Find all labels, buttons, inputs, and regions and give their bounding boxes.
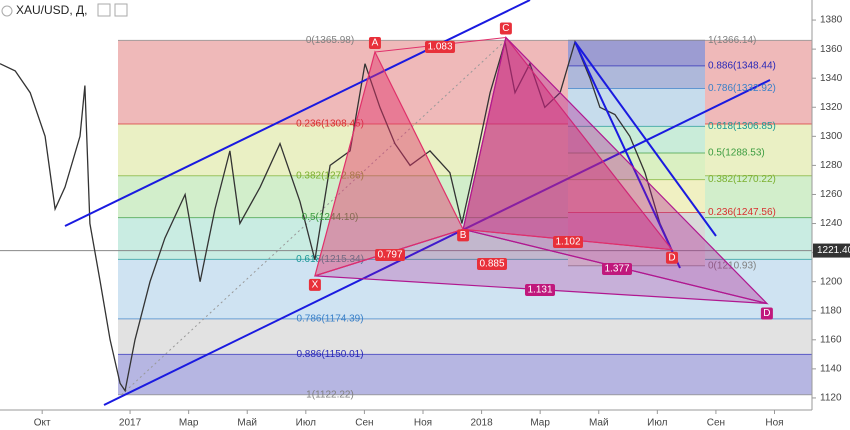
fib-band <box>568 212 705 266</box>
x-tick-label: Окт <box>34 418 51 429</box>
x-tick-label: 2018 <box>470 418 493 429</box>
fib-label: 0.786(1332.92) <box>708 83 776 94</box>
fib-band <box>118 259 812 319</box>
y-tick-label: 1200 <box>820 276 843 287</box>
y-tick-label: 1300 <box>820 131 843 142</box>
fib-label: 0(1365.98) <box>306 35 354 46</box>
fib-label: 0.5(1288.53) <box>708 148 765 159</box>
ratio-label: 1.083 <box>427 42 452 53</box>
fib-label: 0(1210.93) <box>708 260 756 271</box>
fib-label: 0.236(1247.56) <box>708 207 776 218</box>
last-price-label: 1221.40 <box>817 245 850 256</box>
pattern-point-label: D <box>763 308 770 319</box>
x-tick-label: Июл <box>296 418 316 429</box>
channel-line <box>103 79 771 406</box>
overlay: 0(1365.98) 0.236(1308.45) 0.382(1272.86) 0.… <box>296 22 776 400</box>
close-icon[interactable] <box>114 3 128 17</box>
fib-band <box>568 126 705 153</box>
pattern-point-badge <box>457 229 470 242</box>
fib-label: 0.886(1150.01) <box>296 349 363 360</box>
fib-label: 0.886(1348.44) <box>708 61 776 72</box>
x-tick-label: Июл <box>647 418 667 429</box>
x-tick-label: Май <box>237 418 257 429</box>
y-tick-label: 1240 <box>820 218 843 229</box>
fib-band <box>568 40 705 66</box>
ratio-label: 1.377 <box>604 264 629 275</box>
x-tick-label: Мар <box>179 418 199 429</box>
ratio-label: 1.131 <box>527 285 552 296</box>
fib-label: 0.382(1272.86) <box>296 170 364 181</box>
fib-label: 1(1366.14) <box>708 35 756 46</box>
ratio-badge <box>602 263 632 275</box>
pattern-point-badge <box>308 278 321 291</box>
ratio-badge <box>477 258 507 270</box>
pattern-point-label: C <box>502 23 509 34</box>
x-tick-label: Май <box>589 418 609 429</box>
y-tick-label: 1160 <box>820 334 842 345</box>
fib-label: 0.618(1215.34) <box>296 254 364 265</box>
pattern-point-label: D <box>668 252 675 263</box>
channel-line <box>64 0 531 227</box>
ratio-label: 0.797 <box>377 250 402 261</box>
price-line <box>0 39 676 393</box>
ratio-label: 0.885 <box>479 259 504 270</box>
x-tick-label: Сен <box>707 418 725 429</box>
pattern-point-badge <box>368 37 381 50</box>
fib-band <box>568 65 705 89</box>
pattern-point-badge <box>665 251 678 264</box>
fib-label: 0.618(1306.85) <box>708 121 776 132</box>
settings-icon[interactable] <box>97 3 111 17</box>
fib-label: 0.382(1270.22) <box>708 174 776 185</box>
ratio-badge <box>425 41 455 53</box>
y-tick-label: 1340 <box>820 73 843 84</box>
y-tick-label: 1280 <box>820 160 843 171</box>
y-tick-label: 1260 <box>820 189 843 200</box>
y-tick-label: 1120 <box>820 393 842 404</box>
symbol: XAU/USD, Д, <box>16 3 87 17</box>
fib-label: 0.786(1174.39) <box>296 314 363 325</box>
x-tick-label: Ноя <box>765 418 783 429</box>
pattern-point-label: A <box>372 38 379 49</box>
fib-band <box>568 179 705 213</box>
y-tick-label: 1180 <box>820 305 842 316</box>
pattern-point-badge <box>760 307 773 320</box>
fib-band <box>118 354 812 395</box>
ratio-badge <box>375 249 405 261</box>
fib-label: 0.236(1308.45) <box>296 119 364 130</box>
ratio-badge <box>553 236 583 248</box>
y-tick-label: 1140 <box>820 364 842 375</box>
x-tick-label: Мар <box>530 418 550 429</box>
channel-line <box>574 41 717 237</box>
fib-label: 1(1122.22) <box>306 389 354 400</box>
channel-line <box>574 41 681 269</box>
x-tick-label: 2017 <box>119 418 142 429</box>
fib-band <box>568 88 705 127</box>
collapse-icon[interactable] <box>1 5 13 17</box>
x-tick-label: Ноя <box>414 418 432 429</box>
ratio-label: 1.102 <box>555 237 580 248</box>
y-tick-label: 1360 <box>820 44 843 55</box>
pattern-point-label: B <box>460 230 467 241</box>
y-tick-label: 1380 <box>820 15 843 26</box>
plot <box>0 39 812 399</box>
last-price-badge <box>813 243 850 258</box>
fib-band <box>118 318 812 355</box>
pattern-point-badge <box>499 22 512 35</box>
x-tick-label: Сен <box>355 418 373 429</box>
y-tick-label: 1320 <box>820 102 843 113</box>
pattern-point-label: X <box>312 279 319 290</box>
ratio-badge <box>525 284 555 296</box>
